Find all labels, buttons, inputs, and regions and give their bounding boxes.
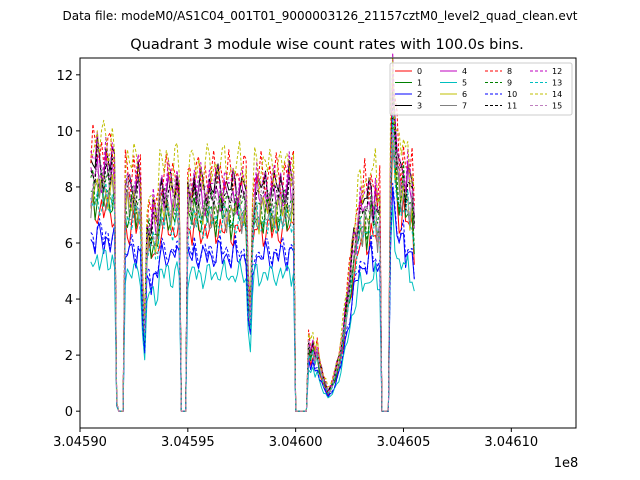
y-tick-label: 4 — [65, 293, 73, 308]
legend-label-3: 3 — [417, 102, 422, 111]
x-tick-label: 3.04605 — [377, 435, 431, 450]
y-tick-label: 6 — [65, 237, 73, 252]
legend-label-5: 5 — [462, 79, 467, 88]
x-tick-label: 3.04610 — [484, 435, 538, 450]
legend-label-4: 4 — [462, 67, 467, 76]
legend-box — [389, 62, 573, 116]
series-line-5 — [90, 204, 415, 412]
legend-label-0: 0 — [417, 67, 422, 76]
legend-label-9: 9 — [507, 79, 512, 88]
legend-label-13: 13 — [552, 79, 562, 88]
y-tick-label: 10 — [56, 125, 73, 140]
series-line-15 — [90, 131, 415, 412]
axis-layer: 3.04590 3.04595 3.04600 3.04605 3.04610 0 2 4 6 8… — [53, 69, 538, 450]
legend-label-1: 1 — [417, 79, 422, 88]
legend-label-2: 2 — [417, 90, 422, 99]
y-tick-label: 8 — [65, 181, 73, 196]
legend-label-10: 10 — [507, 90, 517, 99]
legend-label-14: 14 — [552, 90, 562, 99]
series-line-13 — [90, 115, 415, 412]
legend-label-12: 12 — [552, 67, 562, 76]
y-tick-label: 2 — [65, 349, 73, 364]
series-layer — [90, 52, 415, 412]
x-tick-label: 3.04595 — [161, 435, 215, 450]
legend-label-7: 7 — [462, 102, 467, 111]
x-offset-label: 1e8 — [554, 456, 579, 471]
figure-suptitle: Data file: modeM0/AS1C04_001T01_90000031… — [62, 9, 577, 23]
x-tick-label: 3.04600 — [269, 435, 323, 450]
y-tick-label: 12 — [56, 69, 73, 84]
legend-label-6: 6 — [462, 90, 467, 99]
chart-title: Quadrant 3 module wise count rates with … — [130, 37, 524, 53]
y-tick-label: 0 — [65, 405, 73, 420]
x-tick-label: 3.04590 — [53, 435, 107, 450]
legend-label-15: 15 — [552, 102, 562, 111]
legend-label-8: 8 — [507, 67, 512, 76]
legend-label-11: 11 — [507, 102, 517, 111]
